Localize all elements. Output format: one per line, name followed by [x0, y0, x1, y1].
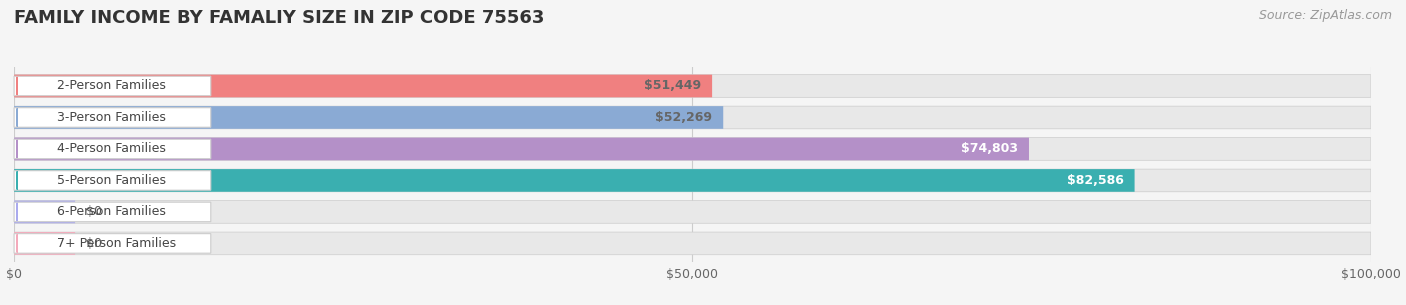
Text: 7+ Person Families: 7+ Person Families: [58, 237, 177, 250]
FancyBboxPatch shape: [14, 75, 711, 97]
Text: 3-Person Families: 3-Person Families: [58, 111, 166, 124]
FancyBboxPatch shape: [14, 234, 211, 253]
Text: $74,803: $74,803: [962, 142, 1018, 156]
Text: 2-Person Families: 2-Person Families: [58, 80, 166, 92]
FancyBboxPatch shape: [14, 138, 1371, 160]
FancyBboxPatch shape: [14, 169, 1371, 192]
FancyBboxPatch shape: [14, 201, 75, 223]
FancyBboxPatch shape: [14, 106, 1371, 129]
FancyBboxPatch shape: [14, 232, 75, 255]
Text: FAMILY INCOME BY FAMALIY SIZE IN ZIP CODE 75563: FAMILY INCOME BY FAMALIY SIZE IN ZIP COD…: [14, 9, 544, 27]
Text: $0: $0: [86, 206, 103, 218]
FancyBboxPatch shape: [14, 139, 211, 159]
Text: $82,586: $82,586: [1067, 174, 1123, 187]
FancyBboxPatch shape: [14, 75, 1371, 97]
FancyBboxPatch shape: [14, 171, 211, 190]
Text: $52,269: $52,269: [655, 111, 713, 124]
FancyBboxPatch shape: [14, 106, 723, 129]
Text: $0: $0: [86, 237, 103, 250]
FancyBboxPatch shape: [14, 138, 1029, 160]
FancyBboxPatch shape: [14, 201, 1371, 223]
Text: 6-Person Families: 6-Person Families: [58, 206, 166, 218]
FancyBboxPatch shape: [14, 169, 1135, 192]
Text: Source: ZipAtlas.com: Source: ZipAtlas.com: [1258, 9, 1392, 22]
FancyBboxPatch shape: [14, 108, 211, 127]
Text: 4-Person Families: 4-Person Families: [58, 142, 166, 156]
FancyBboxPatch shape: [14, 76, 211, 96]
FancyBboxPatch shape: [14, 202, 211, 222]
Text: $51,449: $51,449: [644, 80, 702, 92]
Text: 5-Person Families: 5-Person Families: [58, 174, 166, 187]
FancyBboxPatch shape: [14, 232, 1371, 255]
